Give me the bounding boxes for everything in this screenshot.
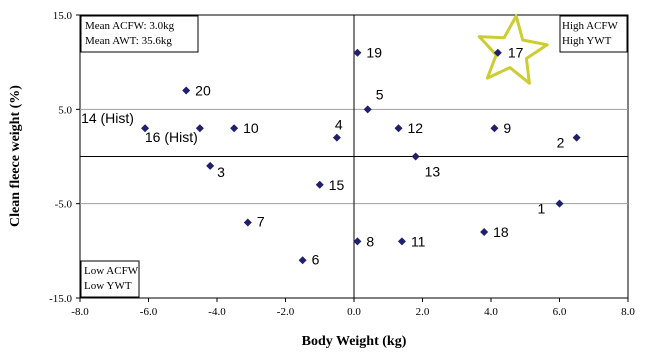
- data-point: [298, 256, 307, 265]
- x-tick-labels: -8.0 -6.0 -4.0 -2.0 0.0 2.0 4.0 6.0 8.0: [71, 298, 635, 318]
- quadrant-label-top-right-line-1: High ACFW: [562, 20, 619, 32]
- point-label: 2: [557, 135, 565, 151]
- point-label: 18: [493, 224, 509, 240]
- data-point: [206, 161, 215, 170]
- info-box-line-1: Mean ACFW: 3.0kg: [85, 20, 175, 32]
- data-point: [332, 133, 341, 142]
- data-point: [243, 218, 252, 227]
- highlight-star-icon: [477, 14, 549, 85]
- data-point: [353, 237, 362, 246]
- x-tick-label: 4.0: [484, 306, 498, 318]
- point-label: 16 (Hist): [145, 129, 198, 145]
- data-point: [195, 124, 204, 133]
- y-tick-labels: 15.0 5.0 -5.0 -15.0: [49, 10, 80, 305]
- point-label: 3: [217, 164, 225, 180]
- point-label: 14 (Hist): [81, 110, 134, 126]
- point-label: 9: [503, 120, 511, 136]
- data-point: [397, 237, 406, 246]
- data-point: [411, 152, 420, 161]
- info-box: Mean ACFW: 3.0kg Mean AWT: 35.6kg: [80, 15, 199, 53]
- quadrant-label-bottom-left-line-1: Low ACFW: [84, 265, 139, 277]
- x-tick-label: 6.0: [553, 306, 567, 318]
- point-label: 17: [508, 45, 524, 61]
- y-tick-label: -15.0: [49, 293, 72, 305]
- point-label: 5: [376, 86, 384, 102]
- data-point: [315, 180, 324, 189]
- x-tick-label: 0.0: [347, 306, 361, 318]
- quadrant-label-bottom-left-line-2: Low YWT: [84, 280, 132, 292]
- point-label: 8: [366, 233, 374, 249]
- data-point: [493, 48, 502, 57]
- point-label: 10: [243, 120, 259, 136]
- axes: [80, 15, 628, 298]
- point-label: 12: [408, 120, 424, 136]
- x-tick-label: -4.0: [208, 306, 226, 318]
- data-point: [394, 124, 403, 133]
- data-point: [353, 48, 362, 57]
- point-label: 15: [329, 177, 345, 193]
- x-tick-label: 2.0: [416, 306, 430, 318]
- point-label: 11: [411, 233, 426, 249]
- y-axis-label: Clean fleece weight (%): [8, 85, 23, 227]
- data-point: [141, 124, 150, 133]
- quadrant-label-top-right-line-2: High YWT: [562, 35, 612, 47]
- x-tick-label: -8.0: [71, 306, 89, 318]
- x-tick-label: -6.0: [140, 306, 158, 318]
- data-point: [480, 227, 489, 236]
- data-point: [572, 133, 581, 142]
- point-label: 4: [335, 117, 343, 133]
- quadrant-label-bottom-left: Low ACFW Low YWT: [80, 260, 140, 298]
- point-label: 20: [195, 82, 211, 98]
- data-point: [230, 124, 239, 133]
- point-label: 1: [538, 201, 546, 217]
- x-tick-label: -2.0: [277, 306, 295, 318]
- y-tick-label: -5.0: [55, 199, 73, 211]
- data-points: [141, 48, 581, 265]
- y-tick-label: 15.0: [53, 10, 73, 22]
- point-label: 6: [312, 251, 320, 267]
- x-tick-label: 8.0: [621, 306, 635, 318]
- point-label: 19: [366, 45, 382, 61]
- point-label: 7: [257, 214, 265, 230]
- data-point: [363, 105, 372, 114]
- info-box-line-2: Mean AWT: 35.6kg: [85, 35, 172, 47]
- point-label: 13: [425, 164, 441, 180]
- data-point: [555, 199, 564, 208]
- quadrant-label-top-right: High ACFW High YWT: [559, 15, 628, 53]
- data-point: [490, 124, 499, 133]
- data-point: [182, 86, 191, 95]
- x-axis-label: Body Weight (kg): [302, 334, 407, 349]
- y-tick-label: 5.0: [58, 104, 72, 116]
